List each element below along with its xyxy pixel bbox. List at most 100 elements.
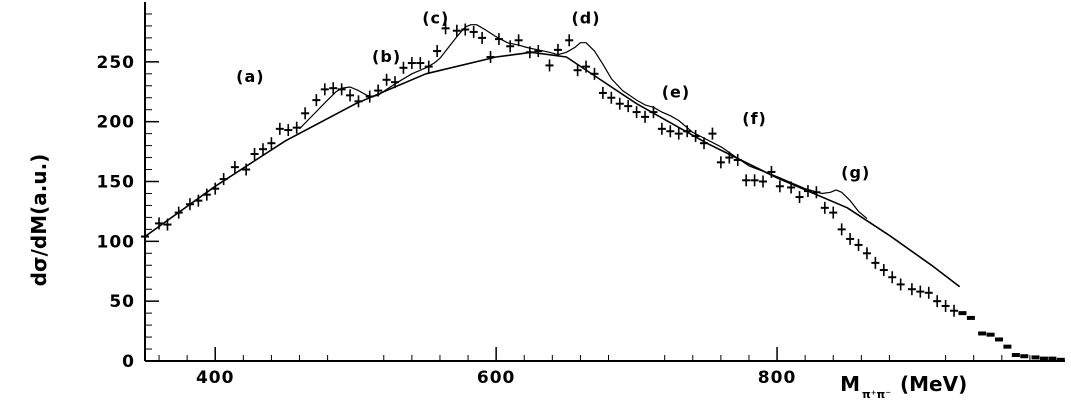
data-point <box>958 311 967 316</box>
y-tick-label: 100 <box>97 232 136 252</box>
data-point <box>590 67 599 80</box>
data-point <box>312 94 321 107</box>
y-tick-label: 50 <box>109 292 135 312</box>
annotation-layer: (a) (b) (c) (d) (e) (f) (g) <box>236 9 870 182</box>
data-point <box>978 331 987 336</box>
data-point-marker <box>1031 355 1040 360</box>
data-point <box>424 60 433 73</box>
data-point <box>365 90 374 103</box>
peak-annotation: (a) <box>236 67 264 86</box>
peak-annotation: (g) <box>841 163 870 182</box>
data-point <box>329 82 338 95</box>
data-point <box>185 198 194 211</box>
data-point <box>399 61 408 74</box>
data-point <box>545 59 554 72</box>
data-point <box>441 22 450 35</box>
peak-annotation: (f) <box>742 109 767 128</box>
data-point-marker <box>966 315 975 320</box>
data-point <box>1031 355 1040 360</box>
data-point <box>994 337 1003 342</box>
data-point <box>916 285 925 298</box>
peak-annotation: (d) <box>571 9 600 28</box>
data-point <box>565 34 574 47</box>
peak-annotation: (c) <box>422 9 449 28</box>
data-point <box>700 137 709 150</box>
data-point <box>759 175 768 188</box>
data-point <box>966 315 975 320</box>
data-point-marker <box>1020 354 1029 359</box>
data-point <box>452 24 461 37</box>
data-point <box>598 86 607 99</box>
data-point <box>803 185 812 198</box>
data-point-marker <box>986 332 995 337</box>
x-tick-label: 800 <box>758 368 797 388</box>
data-point <box>1056 357 1065 362</box>
data-point <box>506 40 515 53</box>
data-point <box>641 110 650 123</box>
data-point <box>691 130 700 143</box>
data-point <box>382 73 391 86</box>
data-point <box>733 153 742 166</box>
data-point <box>829 206 838 219</box>
data-point <box>862 247 871 260</box>
data-point-marker <box>1011 353 1020 358</box>
data-point-marker <box>1056 357 1065 362</box>
data-point <box>494 33 503 46</box>
data-point <box>708 127 717 140</box>
data-point <box>716 156 725 169</box>
data-point <box>879 264 888 277</box>
data-point <box>1020 354 1029 359</box>
data-point <box>301 107 310 120</box>
data-point <box>267 137 276 150</box>
data-point <box>846 232 855 245</box>
data-point <box>163 218 172 231</box>
data-point <box>391 76 400 89</box>
data-point <box>820 201 829 214</box>
y-tick-label: 0 <box>122 352 135 372</box>
data-point <box>275 122 284 135</box>
data-point <box>907 283 916 296</box>
x-axis-label-main: M <box>840 372 860 396</box>
data-point <box>141 230 149 243</box>
data-point <box>933 295 942 308</box>
data-point <box>871 256 880 269</box>
data-point-marker <box>1003 344 1012 349</box>
data-point <box>795 191 804 204</box>
data-point <box>284 124 293 137</box>
x-axis-label-subscript: π⁺π⁻ <box>862 388 891 401</box>
data-point <box>787 181 796 194</box>
data-point <box>1003 344 1012 349</box>
data-point <box>683 125 692 138</box>
peak-annotation: (e) <box>662 83 690 102</box>
data-point <box>924 286 933 299</box>
data-point <box>242 163 251 176</box>
data-point <box>407 57 416 70</box>
data-point <box>346 89 355 102</box>
data-point <box>888 271 897 284</box>
data-point <box>1011 353 1020 358</box>
data-point <box>896 278 905 291</box>
data-point <box>320 83 329 96</box>
data-point <box>230 161 239 174</box>
data-point <box>211 182 220 195</box>
data-point <box>837 223 846 236</box>
x-tick-label: 600 <box>477 368 516 388</box>
data-point <box>258 143 267 156</box>
data-point <box>582 60 591 73</box>
data-point-marker <box>1039 356 1048 361</box>
data-point <box>941 299 950 312</box>
peak-annotation: (b) <box>372 47 401 66</box>
data-point <box>742 174 751 187</box>
data-point <box>573 64 582 77</box>
data-point <box>194 194 203 207</box>
y-tick-label: 150 <box>97 173 136 193</box>
resonance-fit-curve <box>299 24 868 220</box>
data-point <box>812 186 821 199</box>
data-point <box>1048 356 1057 361</box>
data-point <box>775 180 784 193</box>
data-point <box>632 106 641 119</box>
data-point <box>416 57 425 70</box>
data-point <box>1039 356 1048 361</box>
data-point <box>469 25 478 38</box>
